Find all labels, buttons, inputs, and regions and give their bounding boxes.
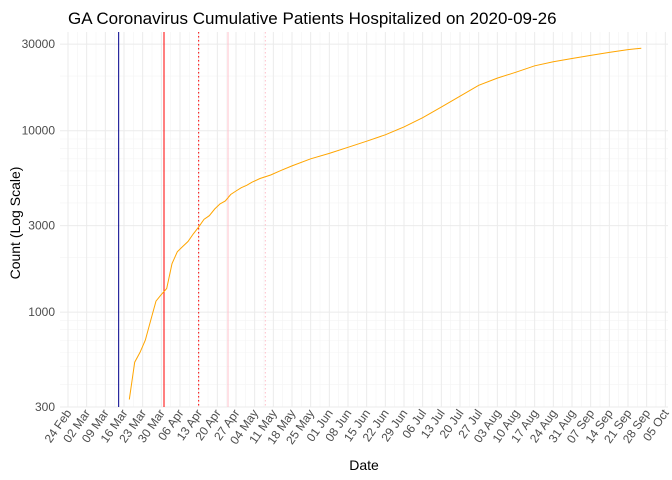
y-tick-label: 30000 <box>22 37 56 51</box>
x-axis-title: Date <box>349 457 379 473</box>
plot-grid <box>60 32 668 408</box>
reference-lines <box>118 32 266 407</box>
series-line <box>128 47 642 400</box>
data-series <box>128 47 642 400</box>
chart-title: GA Coronavirus Cumulative Patients Hospi… <box>68 9 557 28</box>
y-axis-ticks: 300 1000 3000 10000 30000 <box>22 37 56 414</box>
y-tick-label: 1000 <box>28 305 55 319</box>
y-tick-label: 10000 <box>22 124 56 138</box>
y-tick-label: 3000 <box>28 219 55 233</box>
y-tick-label: 300 <box>35 400 55 414</box>
y-axis-title: Count (Log Scale) <box>7 167 23 280</box>
